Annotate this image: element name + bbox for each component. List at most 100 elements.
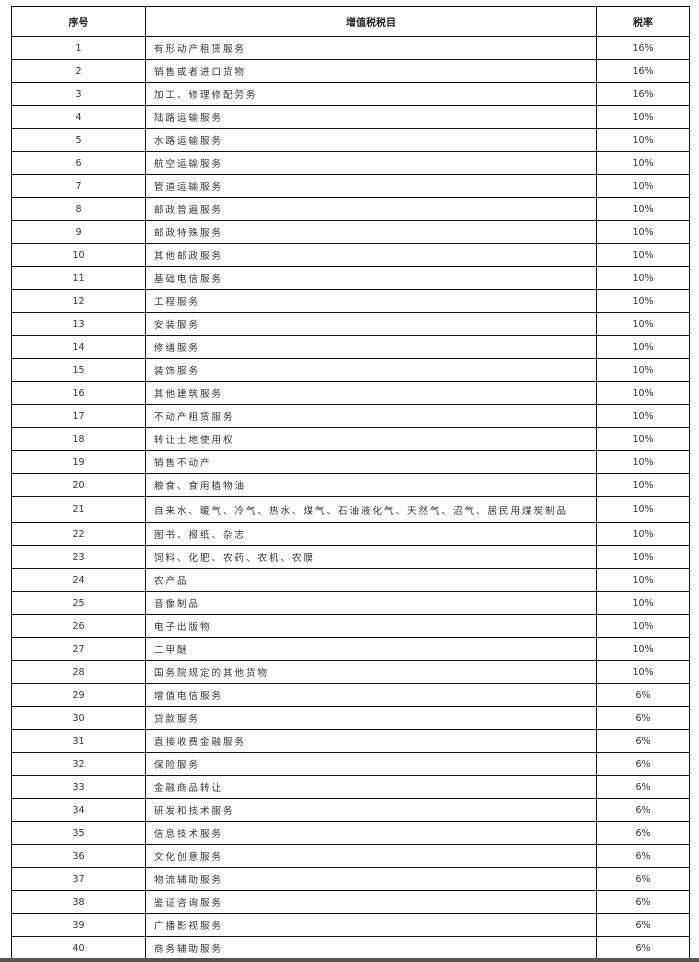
row-item: 研发和技术服务 — [145, 798, 597, 822]
row-rate: 6% — [596, 683, 690, 707]
table-row: 16 其他建筑服务 10% — [11, 381, 690, 405]
row-item: 增值电信服务 — [145, 683, 597, 707]
row-index: 31 — [11, 729, 146, 753]
header-index: 序号 — [11, 6, 146, 37]
table-row: 8 邮政普遍服务 10% — [11, 197, 690, 221]
row-index: 13 — [11, 312, 146, 336]
row-rate: 6% — [596, 844, 690, 868]
table-row: 20 粮食、食用植物油 10% — [11, 473, 690, 497]
table-body: 1 有形动产租赁服务 16% 2 销售或者进口货物 16% 3 加工、修理修配劳务 16% 4 陆路… — [11, 36, 690, 960]
row-rate: 10% — [596, 174, 690, 198]
table-row: 37 物流辅助服务 6% — [11, 867, 690, 891]
table-row: 4 陆路运输服务 10% — [11, 105, 690, 129]
row-index: 20 — [11, 473, 146, 497]
table-row: 29 增值电信服务 6% — [11, 683, 690, 707]
row-rate: 10% — [596, 614, 690, 638]
table-row: 38 鉴证咨询服务 6% — [11, 890, 690, 914]
row-item: 有形动产租赁服务 — [145, 36, 597, 60]
row-item: 其他邮政服务 — [145, 243, 597, 267]
row-index: 9 — [11, 220, 146, 244]
row-item: 陆路运输服务 — [145, 105, 597, 129]
row-rate: 10% — [596, 128, 690, 152]
row-item: 邮政普遍服务 — [145, 197, 597, 221]
row-index: 37 — [11, 867, 146, 891]
row-item: 饲料、化肥、农药、农机、农膜 — [145, 545, 597, 569]
row-rate: 10% — [596, 568, 690, 592]
vat-rate-table: 序号 增值税税目 税率 1 有形动产租赁服务 16% 2 销售或者进口货物 16% 3 加工、… — [11, 6, 690, 960]
row-rate: 10% — [596, 105, 690, 129]
row-index: 40 — [11, 936, 146, 960]
row-index: 14 — [11, 335, 146, 359]
row-rate: 10% — [596, 637, 690, 661]
table-row: 3 加工、修理修配劳务 16% — [11, 82, 690, 106]
row-item: 销售或者进口货物 — [145, 59, 597, 83]
row-item: 粮食、食用植物油 — [145, 473, 597, 497]
row-rate: 16% — [596, 82, 690, 106]
row-index: 21 — [11, 496, 146, 523]
row-index: 36 — [11, 844, 146, 868]
row-rate: 10% — [596, 151, 690, 175]
table-row: 22 图书、报纸、杂志 10% — [11, 522, 690, 546]
table-row: 9 邮政特殊服务 10% — [11, 220, 690, 244]
table-row: 26 电子出版物 10% — [11, 614, 690, 638]
row-rate: 6% — [596, 936, 690, 960]
row-rate: 6% — [596, 821, 690, 845]
row-item: 基础电信服务 — [145, 266, 597, 290]
table-row: 2 销售或者进口货物 16% — [11, 59, 690, 83]
row-rate: 6% — [596, 775, 690, 799]
row-item: 电子出版物 — [145, 614, 597, 638]
table-row: 24 农产品 10% — [11, 568, 690, 592]
row-index: 34 — [11, 798, 146, 822]
header-row: 序号 增值税税目 税率 — [11, 6, 690, 37]
row-index: 8 — [11, 197, 146, 221]
row-index: 12 — [11, 289, 146, 313]
row-item: 贷款服务 — [145, 706, 597, 730]
row-index: 1 — [11, 36, 146, 60]
row-rate: 10% — [596, 545, 690, 569]
row-index: 33 — [11, 775, 146, 799]
row-index: 7 — [11, 174, 146, 198]
row-index: 27 — [11, 637, 146, 661]
row-index: 18 — [11, 427, 146, 451]
row-item: 装饰服务 — [145, 358, 597, 382]
row-index: 39 — [11, 913, 146, 937]
row-item: 商务辅助服务 — [145, 936, 597, 960]
row-item: 国务院规定的其他货物 — [145, 660, 597, 684]
table-row: 34 研发和技术服务 6% — [11, 798, 690, 822]
row-index: 17 — [11, 404, 146, 428]
table-row: 17 不动产租赁服务 10% — [11, 404, 690, 428]
row-index: 30 — [11, 706, 146, 730]
row-rate: 10% — [596, 220, 690, 244]
row-item: 航空运输服务 — [145, 151, 597, 175]
row-item: 工程服务 — [145, 289, 597, 313]
row-rate: 16% — [596, 59, 690, 83]
table-row: 28 国务院规定的其他货物 10% — [11, 660, 690, 684]
row-index: 25 — [11, 591, 146, 615]
row-index: 24 — [11, 568, 146, 592]
table-row: 33 金融商品转让 6% — [11, 775, 690, 799]
row-rate: 6% — [596, 706, 690, 730]
table-row: 14 修缮服务 10% — [11, 335, 690, 359]
table-row: 15 装饰服务 10% — [11, 358, 690, 382]
row-item: 图书、报纸、杂志 — [145, 522, 597, 546]
row-item: 安装服务 — [145, 312, 597, 336]
row-item: 鉴证咨询服务 — [145, 890, 597, 914]
row-rate: 10% — [596, 197, 690, 221]
row-index: 5 — [11, 128, 146, 152]
row-item: 广播影视服务 — [145, 913, 597, 937]
row-index: 35 — [11, 821, 146, 845]
row-rate: 10% — [596, 243, 690, 267]
table-row: 25 音像制品 10% — [11, 591, 690, 615]
row-rate: 6% — [596, 913, 690, 937]
table-row: 1 有形动产租赁服务 16% — [11, 36, 690, 60]
table-row: 31 直接收费金融服务 6% — [11, 729, 690, 753]
row-index: 15 — [11, 358, 146, 382]
row-index: 3 — [11, 82, 146, 106]
row-item: 自来水、暖气、冷气、热水、煤气、石油液化气、天然气、沼气、居民用煤炭制品 — [145, 496, 597, 523]
table-row: 39 广播影视服务 6% — [11, 913, 690, 937]
row-index: 11 — [11, 266, 146, 290]
row-rate: 10% — [596, 289, 690, 313]
row-rate: 16% — [596, 36, 690, 60]
row-index: 28 — [11, 660, 146, 684]
table-row: 40 商务辅助服务 6% — [11, 936, 690, 960]
